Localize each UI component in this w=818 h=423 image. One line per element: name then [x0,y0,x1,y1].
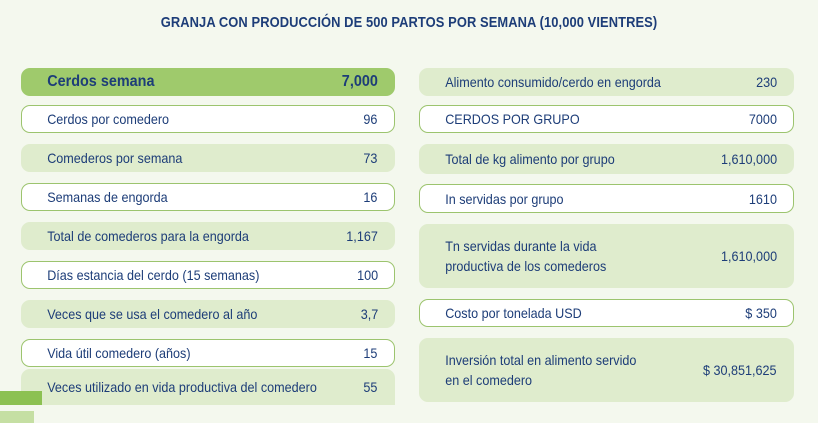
table-row-tn-servidas-vida: Tn servidas durante la vida productiva d… [419,224,794,288]
row-label: Total de comederos para la engorda [47,228,249,244]
row-label: Cerdos por comedero [47,111,170,127]
row-value: 7,000 [341,73,378,90]
row-label-line-1: Tn servidas durante la vida [445,238,597,254]
row-label: Tn servidas durante la vida productiva d… [420,236,606,276]
row-value: 230 [755,74,777,90]
row-label-line-2: productiva de los comederos [445,258,607,274]
row-value: 15 [363,345,378,361]
row-label: Veces utilizado en vida productiva del c… [47,379,317,395]
row-label: In servidas por grupo [445,190,564,207]
row-value: 1610 [748,190,777,207]
table-row-alimento-consumido: Alimento consumido/cerdo en engorda 230 [419,68,794,96]
row-label: Veces que se usa el comedero al año [47,306,258,322]
row-label: Días estancia del cerdo (15 semanas) [47,267,260,283]
table-row-semanas-de-engorda: Semanas de engorda 16 [21,183,395,211]
decorative-stripe-light [0,411,34,423]
row-value: 1,610,000 [720,151,777,167]
row-value: 55 [363,379,378,395]
row-label-line-2: en el comedero [445,372,533,388]
table-row-cerdos-por-comedero: Cerdos por comedero 96 [21,105,395,133]
row-label: Semanas de engorda [47,189,168,205]
row-value: 7000 [748,111,777,127]
table-row-cerdos-semana: Cerdos semana 7,000 [21,68,395,96]
table-row-in-servidas: In servidas por grupo 1610 [419,184,794,213]
row-label: Total de kg alimento por grupo [445,151,615,167]
row-label: Vida útil comedero (años) [47,345,191,361]
table-row-veces-vida-productiva: Veces utilizado en vida productiva del c… [21,369,395,405]
row-value: 1,167 [346,228,378,244]
row-value: $ 30,851,625 [703,362,777,378]
table-row-costo-tonelada: Costo por tonelada USD $ 350 [419,299,794,327]
table-row-total-kg-alimento: Total de kg alimento por grupo 1,610,000 [419,144,794,174]
table-row-total-comederos: Total de comederos para la engorda 1,167 [21,222,395,250]
row-label: Costo por tonelada USD [445,305,582,321]
table-row-vida-util: Vida útil comedero (años) 15 [21,339,395,367]
row-label: Comederos por semana [47,150,183,166]
row-value: 1,610,000 [720,248,777,264]
row-value: 96 [363,111,378,127]
table-row-comederos-por-semana: Comederos por semana 73 [21,144,395,172]
row-label: Alimento consumido/cerdo en engorda [445,74,661,90]
table-row-cerdos-por-grupo: CERDOS POR GRUPO 7000 [419,105,794,133]
table-row-dias-estancia: Días estancia del cerdo (15 semanas) 100 [21,261,395,289]
decorative-stripe [0,391,42,405]
row-label: CERDOS POR GRUPO [445,111,580,127]
row-value: 73 [363,150,378,166]
row-value: $ 350 [745,305,777,321]
row-label-line-1: Inversión total en alimento servido [445,352,637,368]
page-title: GRANJA CON PRODUCCIÓN DE 500 PARTOS POR … [160,14,658,31]
row-value: 16 [363,189,378,205]
row-value: 3,7 [360,306,378,322]
table-row-veces-uso-anual: Veces que se usa el comedero al año 3,7 [21,300,395,328]
row-label: Inversión total en alimento servido en e… [420,350,636,390]
row-label: Cerdos semana [47,73,155,90]
row-value: 100 [356,267,378,283]
table-row-inversion-total: Inversión total en alimento servido en e… [419,338,794,402]
